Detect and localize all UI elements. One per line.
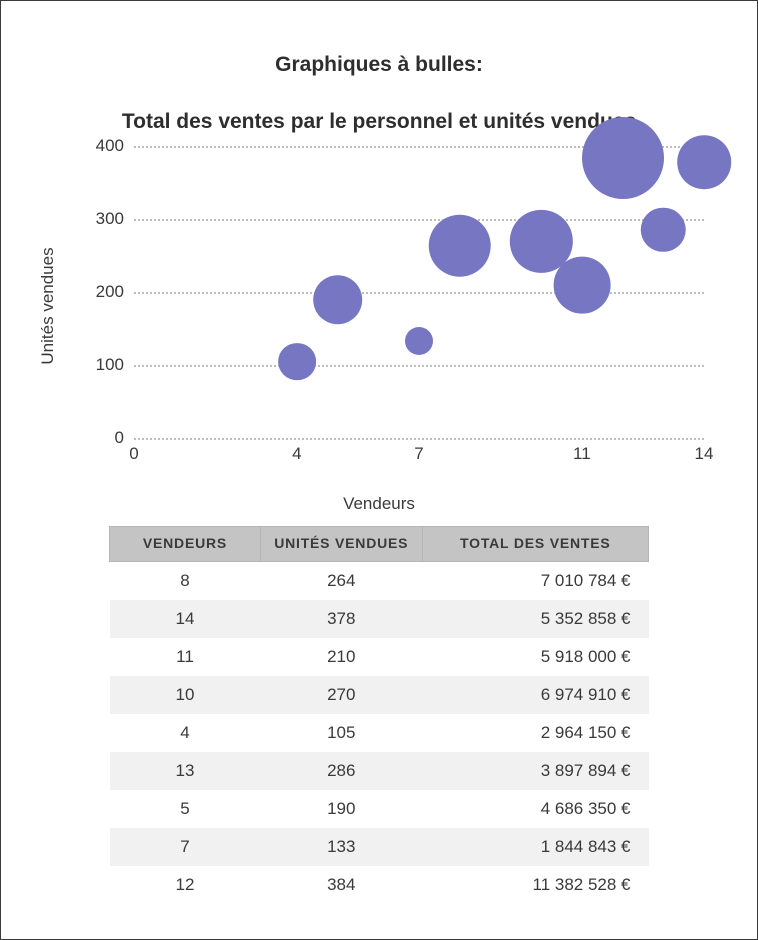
cell-total: 4 686 350 € [422,790,648,828]
cell-unites: 264 [260,561,422,600]
bubble-point [677,136,731,190]
grid-line [134,365,704,367]
col-header-total: TOTAL DES VENTES [422,527,648,562]
table-row: 41052 964 150 € [110,714,649,752]
bubble-point [405,327,433,355]
bubble-point [553,257,610,314]
bubble-chart: Unités vendues 01002003004000471114 Vend… [54,146,704,466]
plot-area: 01002003004000471114 [134,146,704,438]
col-header-unites: UNITÉS VENDUES [260,527,422,562]
cell-unites: 384 [260,866,422,904]
table-row: 143785 352 858 € [110,600,649,638]
x-axis-label: Vendeurs [343,494,415,514]
cell-total: 11 382 528 € [422,866,648,904]
table-row: 71331 844 843 € [110,828,649,866]
bubble-point [278,343,316,381]
cell-vendeurs: 12 [110,866,261,904]
cell-unites: 270 [260,676,422,714]
cell-vendeurs: 14 [110,600,261,638]
cell-total: 7 010 784 € [422,561,648,600]
cell-unites: 210 [260,638,422,676]
cell-vendeurs: 8 [110,561,261,600]
cell-total: 6 974 910 € [422,676,648,714]
y-tick-label: 100 [96,355,124,375]
sales-table: VENDEURS UNITÉS VENDUES TOTAL DES VENTES… [109,526,649,904]
table-row: 132863 897 894 € [110,752,649,790]
table-row: 82647 010 784 € [110,561,649,600]
grid-line [134,292,704,294]
cell-vendeurs: 10 [110,676,261,714]
cell-unites: 378 [260,600,422,638]
cell-vendeurs: 13 [110,752,261,790]
grid-line [134,219,704,221]
x-tick-label: 14 [695,444,714,464]
table-row: 1238411 382 528 € [110,866,649,904]
table-row: 102706 974 910 € [110,676,649,714]
bubble-point [313,275,363,325]
cell-vendeurs: 5 [110,790,261,828]
bubble-point [428,214,491,277]
bubble-point [582,117,664,199]
cell-total: 1 844 843 € [422,828,648,866]
grid-line [134,438,704,440]
document-frame: Graphiques à bulles: Total des ventes pa… [0,0,758,940]
cell-unites: 133 [260,828,422,866]
chart-title-line1: Graphiques à bulles: [275,53,483,76]
table-body: 82647 010 784 €143785 352 858 €112105 91… [110,561,649,904]
cell-vendeurs: 7 [110,828,261,866]
bubble-point [641,207,686,252]
x-tick-label: 11 [573,444,591,464]
x-tick-label: 0 [129,444,138,464]
cell-total: 2 964 150 € [422,714,648,752]
cell-vendeurs: 11 [110,638,261,676]
x-tick-label: 7 [414,444,423,464]
y-tick-label: 300 [96,209,124,229]
chart-title-line2: Total des ventes par le personnel et uni… [122,110,636,133]
cell-total: 5 352 858 € [422,600,648,638]
cell-unites: 105 [260,714,422,752]
cell-vendeurs: 4 [110,714,261,752]
cell-total: 3 897 894 € [422,752,648,790]
table-row: 112105 918 000 € [110,638,649,676]
cell-total: 5 918 000 € [422,638,648,676]
table-header: VENDEURS UNITÉS VENDUES TOTAL DES VENTES [110,527,649,562]
col-header-vendeurs: VENDEURS [110,527,261,562]
table-row: 51904 686 350 € [110,790,649,828]
y-tick-label: 0 [115,428,124,448]
x-tick-label: 4 [292,444,301,464]
y-tick-label: 200 [96,282,124,302]
y-axis-label: Unités vendues [38,248,58,365]
y-tick-label: 400 [96,136,124,156]
cell-unites: 190 [260,790,422,828]
cell-unites: 286 [260,752,422,790]
